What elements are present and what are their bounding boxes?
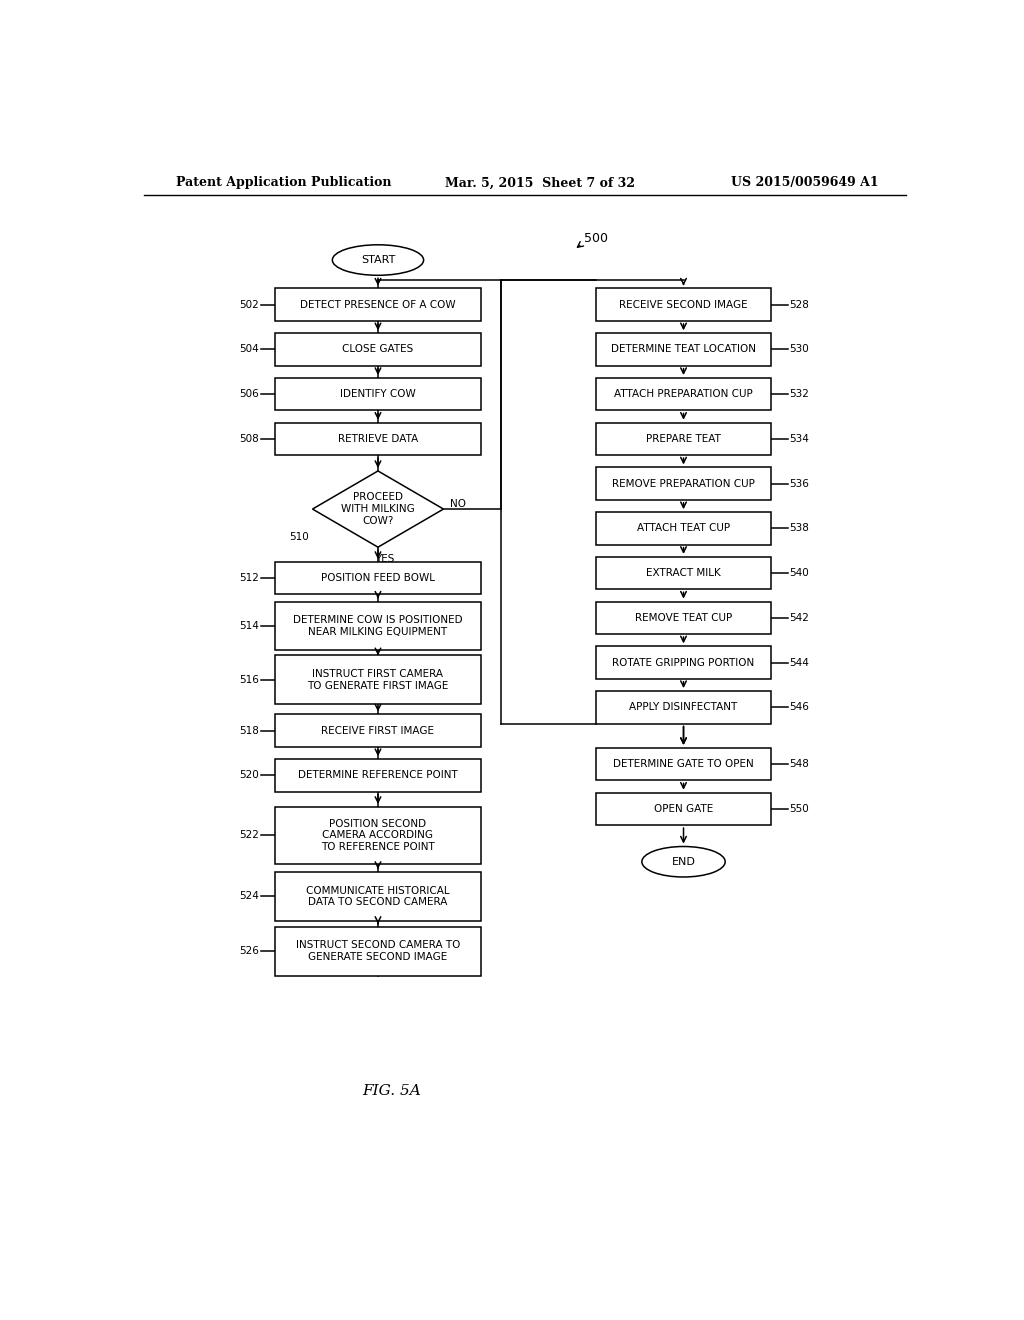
Text: 528: 528	[790, 300, 809, 310]
Text: US 2015/0059649 A1: US 2015/0059649 A1	[731, 177, 879, 189]
Text: 530: 530	[790, 345, 809, 355]
Text: 504: 504	[240, 345, 259, 355]
Text: DETERMINE COW IS POSITIONED
NEAR MILKING EQUIPMENT: DETERMINE COW IS POSITIONED NEAR MILKING…	[293, 615, 463, 636]
FancyBboxPatch shape	[274, 759, 481, 792]
Text: 524: 524	[240, 891, 259, 902]
Text: NO: NO	[450, 499, 466, 510]
Text: INSTRUCT SECOND CAMERA TO
GENERATE SECOND IMAGE: INSTRUCT SECOND CAMERA TO GENERATE SECON…	[296, 940, 460, 962]
Text: PREPARE TEAT: PREPARE TEAT	[646, 434, 721, 444]
FancyBboxPatch shape	[596, 690, 771, 723]
Text: ROTATE GRIPPING PORTION: ROTATE GRIPPING PORTION	[612, 657, 755, 668]
Text: 546: 546	[790, 702, 809, 713]
Text: PROCEED
WITH MILKING
COW?: PROCEED WITH MILKING COW?	[341, 492, 415, 525]
Text: 516: 516	[240, 675, 259, 685]
Text: 538: 538	[790, 523, 809, 533]
FancyBboxPatch shape	[596, 289, 771, 321]
Text: 510: 510	[289, 532, 308, 543]
Text: COMMUNICATE HISTORICAL
DATA TO SECOND CAMERA: COMMUNICATE HISTORICAL DATA TO SECOND CA…	[306, 886, 450, 907]
FancyBboxPatch shape	[274, 562, 481, 594]
Text: 540: 540	[790, 568, 809, 578]
Text: 512: 512	[240, 573, 259, 583]
Text: ATTACH TEAT CUP: ATTACH TEAT CUP	[637, 523, 730, 533]
Text: 526: 526	[240, 946, 259, 956]
Text: IDENTIFY COW: IDENTIFY COW	[340, 389, 416, 399]
Text: CLOSE GATES: CLOSE GATES	[342, 345, 414, 355]
FancyBboxPatch shape	[274, 656, 481, 704]
Text: EXTRACT MILK: EXTRACT MILK	[646, 568, 721, 578]
Text: END: END	[672, 857, 695, 867]
Text: 518: 518	[240, 726, 259, 735]
FancyBboxPatch shape	[274, 714, 481, 747]
FancyBboxPatch shape	[596, 333, 771, 366]
Text: DETERMINE GATE TO OPEN: DETERMINE GATE TO OPEN	[613, 759, 754, 770]
Text: ATTACH PREPARATION CUP: ATTACH PREPARATION CUP	[614, 389, 753, 399]
Ellipse shape	[333, 244, 424, 276]
FancyBboxPatch shape	[274, 289, 481, 321]
Text: Mar. 5, 2015  Sheet 7 of 32: Mar. 5, 2015 Sheet 7 of 32	[445, 177, 636, 189]
Text: 542: 542	[790, 612, 809, 623]
FancyBboxPatch shape	[596, 647, 771, 678]
Text: 520: 520	[240, 771, 259, 780]
Text: 532: 532	[790, 389, 809, 399]
Text: 544: 544	[790, 657, 809, 668]
Text: OPEN GATE: OPEN GATE	[654, 804, 713, 814]
Text: 534: 534	[790, 434, 809, 444]
FancyBboxPatch shape	[274, 873, 481, 921]
FancyBboxPatch shape	[274, 422, 481, 455]
Text: POSITION SECOND
CAMERA ACCORDING
TO REFERENCE POINT: POSITION SECOND CAMERA ACCORDING TO REFE…	[322, 818, 435, 851]
Text: 506: 506	[240, 389, 259, 399]
FancyBboxPatch shape	[596, 378, 771, 411]
Text: REMOVE TEAT CUP: REMOVE TEAT CUP	[635, 612, 732, 623]
Text: RECEIVE SECOND IMAGE: RECEIVE SECOND IMAGE	[620, 300, 748, 310]
Text: 522: 522	[240, 830, 259, 841]
Ellipse shape	[642, 846, 725, 876]
Text: APPLY DISINFECTANT: APPLY DISINFECTANT	[630, 702, 737, 713]
Text: DETERMINE TEAT LOCATION: DETERMINE TEAT LOCATION	[611, 345, 756, 355]
FancyBboxPatch shape	[274, 807, 481, 863]
Text: RETRIEVE DATA: RETRIEVE DATA	[338, 434, 418, 444]
Text: 514: 514	[240, 620, 259, 631]
FancyBboxPatch shape	[596, 512, 771, 545]
Text: START: START	[360, 255, 395, 265]
FancyBboxPatch shape	[274, 927, 481, 975]
FancyBboxPatch shape	[274, 378, 481, 411]
Text: 548: 548	[790, 759, 809, 770]
Text: REMOVE PREPARATION CUP: REMOVE PREPARATION CUP	[612, 479, 755, 488]
Text: POSITION FEED BOWL: POSITION FEED BOWL	[321, 573, 435, 583]
Text: DETECT PRESENCE OF A COW: DETECT PRESENCE OF A COW	[300, 300, 456, 310]
Text: RECEIVE FIRST IMAGE: RECEIVE FIRST IMAGE	[322, 726, 434, 735]
Text: 500: 500	[585, 232, 608, 246]
Text: INSTRUCT FIRST CAMERA
TO GENERATE FIRST IMAGE: INSTRUCT FIRST CAMERA TO GENERATE FIRST …	[307, 669, 449, 690]
Text: 508: 508	[240, 434, 259, 444]
Text: YES: YES	[375, 554, 394, 565]
Text: FIG. 5A: FIG. 5A	[362, 1085, 421, 1098]
FancyBboxPatch shape	[274, 602, 481, 651]
Text: Patent Application Publication: Patent Application Publication	[176, 177, 391, 189]
Polygon shape	[312, 471, 443, 548]
Text: DETERMINE REFERENCE POINT: DETERMINE REFERENCE POINT	[298, 771, 458, 780]
Text: 536: 536	[790, 479, 809, 488]
FancyBboxPatch shape	[596, 422, 771, 455]
Text: 550: 550	[790, 804, 809, 814]
FancyBboxPatch shape	[596, 557, 771, 589]
FancyBboxPatch shape	[596, 602, 771, 634]
FancyBboxPatch shape	[274, 333, 481, 366]
Text: 502: 502	[240, 300, 259, 310]
FancyBboxPatch shape	[596, 467, 771, 500]
FancyBboxPatch shape	[596, 792, 771, 825]
FancyBboxPatch shape	[596, 748, 771, 780]
